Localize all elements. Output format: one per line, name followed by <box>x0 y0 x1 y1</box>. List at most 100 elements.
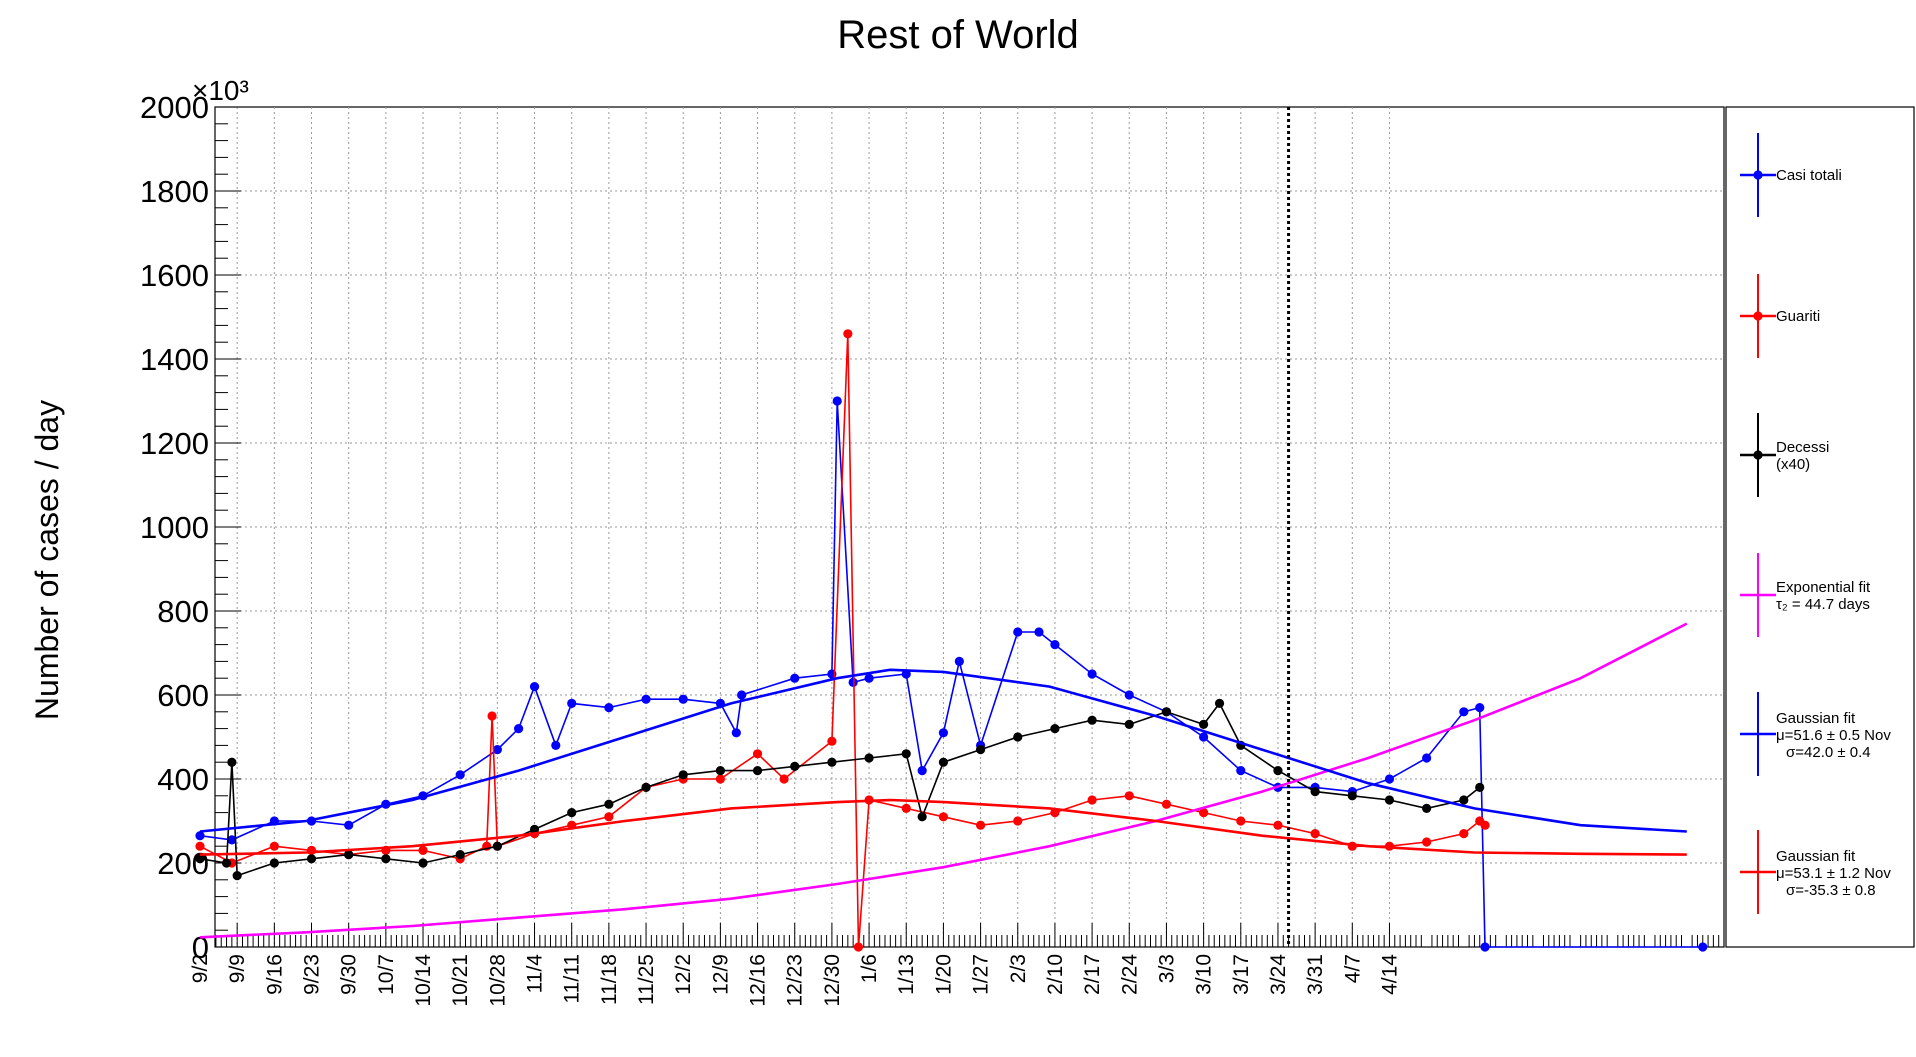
data-point-1 <box>1273 820 1283 830</box>
legend-label: μ=51.6 ± 0.5 Nov <box>1776 727 1891 744</box>
y-tick-label: 0 <box>192 930 209 965</box>
x-tick-label: 1/6 <box>858 954 881 983</box>
legend-label: τ₂ = 44.7 days <box>1776 596 1870 613</box>
data-point-0 <box>678 694 688 704</box>
legend-label: μ=53.1 ± 1.2 Nov <box>1776 865 1891 882</box>
data-point-0 <box>917 766 927 776</box>
data-point-2 <box>306 854 317 864</box>
x-tick-label: 4/7 <box>1341 954 1364 983</box>
data-point-0 <box>551 740 561 751</box>
data-point-2 <box>938 757 949 767</box>
data-point-0 <box>737 690 747 700</box>
legend-label: σ=-35.3 ± 0.8 <box>1786 882 1876 899</box>
y-tick-label: 1200 <box>140 426 209 461</box>
data-point-1 <box>901 803 911 814</box>
x-tick-label: 3/24 <box>1267 954 1290 995</box>
x-tick-label: 10/28 <box>486 954 509 1007</box>
data-point-2 <box>529 824 540 835</box>
x-tick-label: 12/23 <box>784 954 807 1007</box>
y-axis-multiplier: ×10³ <box>192 75 249 106</box>
y-tick-label: 1600 <box>140 258 209 293</box>
legend-label: Exponential fit <box>1776 579 1871 596</box>
data-point-1 <box>853 942 864 952</box>
data-point-2 <box>1347 791 1357 801</box>
y-axis-label: Number of cases / day <box>29 400 65 720</box>
data-point-2 <box>1050 724 1060 734</box>
data-point-1 <box>418 845 428 856</box>
x-tick-label: 9/9 <box>226 954 249 983</box>
legend-label: Gaussian fit <box>1776 848 1856 865</box>
grid-lines <box>215 107 1724 947</box>
data-point-2 <box>604 799 614 809</box>
data-point-1 <box>843 329 853 339</box>
data-point-1 <box>269 841 279 851</box>
data-point-0 <box>1087 669 1097 679</box>
series-line-3 <box>199 622 1688 939</box>
data-point-2 <box>1199 719 1209 730</box>
x-tick-label: 12/30 <box>821 954 844 1007</box>
legend-label: Casi totali <box>1776 167 1842 184</box>
data-point-0 <box>1698 942 1708 952</box>
data-point-2 <box>1422 803 1432 814</box>
data-point-2 <box>1214 698 1225 709</box>
series-layer <box>195 329 1708 952</box>
legend-label: (x40) <box>1776 456 1810 473</box>
data-point-0 <box>604 703 614 713</box>
data-point-1 <box>938 812 949 822</box>
data-point-2 <box>975 745 986 755</box>
x-tick-label: 2/10 <box>1044 954 1067 995</box>
data-point-2 <box>641 782 651 793</box>
data-point-2 <box>678 770 688 780</box>
legend-marker-point <box>1753 450 1763 460</box>
y-axis: 0 200 400 600 800 1000 1200 1400 1600 1800 2000 <box>140 90 241 965</box>
data-point-0 <box>1475 703 1485 713</box>
x-tick-label: 1/13 <box>895 954 918 995</box>
data-point-1 <box>975 820 986 830</box>
data-point-0 <box>954 656 964 667</box>
data-point-0 <box>529 682 540 692</box>
data-point-2 <box>381 854 391 864</box>
data-point-0 <box>1013 627 1023 637</box>
data-point-2 <box>752 766 763 776</box>
x-tick-label: 11/18 <box>598 954 621 1005</box>
data-point-2 <box>1013 732 1023 742</box>
data-point-2 <box>827 757 837 767</box>
data-point-1 <box>1422 837 1432 847</box>
data-point-0 <box>1050 640 1060 650</box>
legend-box <box>1725 106 1915 948</box>
data-point-0 <box>514 724 524 734</box>
x-tick-label: 11/11 <box>561 954 584 1003</box>
data-point-2 <box>1475 782 1485 793</box>
x-tick-label: 2/3 <box>1007 954 1030 983</box>
data-point-0 <box>1034 627 1044 637</box>
y-tick-label: 1800 <box>140 174 209 209</box>
x-tick-label: 9/30 <box>338 954 361 995</box>
data-point-2 <box>790 761 800 772</box>
data-point-0 <box>1199 732 1209 742</box>
data-point-0 <box>1236 766 1246 776</box>
data-point-2 <box>1459 795 1469 805</box>
x-tick-label: 10/7 <box>375 954 398 995</box>
data-point-1 <box>752 749 763 759</box>
x-tick-label: 4/14 <box>1378 954 1401 995</box>
legend: Casi totali Guariti Decessi(x40) Exponentia… <box>1740 133 1891 914</box>
x-tick-label: 2/24 <box>1118 954 1141 995</box>
data-point-0 <box>1480 942 1490 952</box>
data-point-2 <box>1273 766 1283 776</box>
data-point-0 <box>344 820 354 830</box>
data-point-2 <box>567 808 577 818</box>
data-point-0 <box>492 745 502 755</box>
series-line-1 <box>199 333 1486 948</box>
data-point-2 <box>1310 787 1320 797</box>
data-point-1 <box>487 711 497 721</box>
y-tick-label: 200 <box>157 846 209 881</box>
data-point-0 <box>641 694 651 704</box>
data-point-0 <box>195 831 205 841</box>
series-line-0 <box>199 400 1703 948</box>
x-tick-label: 3/10 <box>1193 954 1216 995</box>
data-point-0 <box>864 673 874 683</box>
data-point-1 <box>1199 808 1209 818</box>
series-line-4 <box>199 668 1687 833</box>
